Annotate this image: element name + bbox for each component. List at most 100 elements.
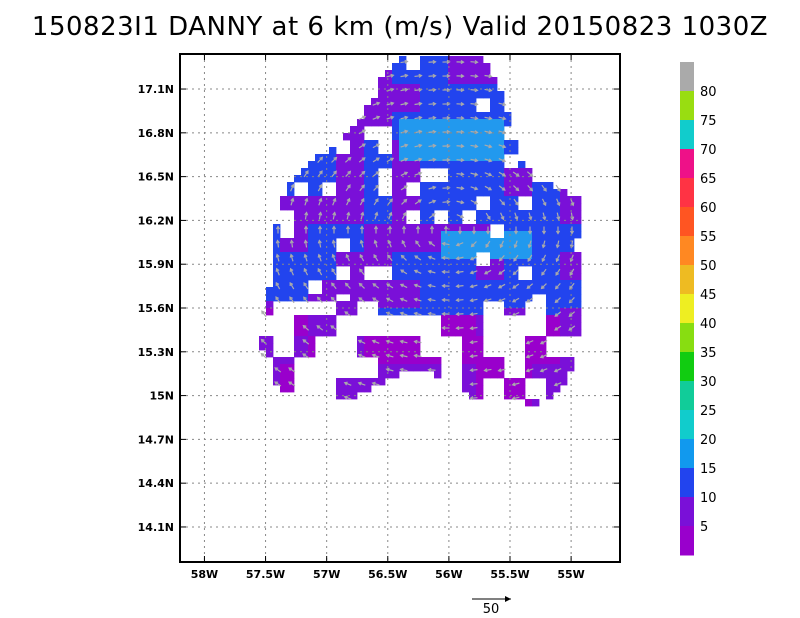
wind-vector (317, 156, 323, 164)
wind-speed-cell (553, 280, 561, 288)
wind-speed-cell (406, 175, 414, 183)
wind-speed-cell (455, 70, 463, 78)
wind-vector (428, 144, 436, 148)
wind-speed-cell (413, 273, 421, 281)
wind-speed-cell (476, 357, 484, 365)
wind-speed-cell (399, 175, 407, 183)
wind-vector (358, 382, 366, 386)
wind-speed-cell (546, 287, 554, 295)
wind-speed-cell (441, 266, 449, 274)
wind-speed-cell (553, 238, 561, 246)
wind-speed-cell (280, 273, 288, 281)
wind-speed-cell (427, 182, 435, 190)
wind-speed-cell (469, 385, 477, 393)
wind-speed-cell (406, 238, 414, 246)
wind-speed-cell (308, 343, 316, 351)
wind-speed-cell (413, 280, 421, 288)
wind-speed-cell (308, 322, 316, 330)
wind-speed-cell (315, 175, 323, 183)
wind-speed-cell (455, 287, 463, 295)
wind-speed-cell (455, 301, 463, 309)
wind-speed-cell (546, 301, 554, 309)
wind-vector (556, 198, 560, 206)
wind-vector-head (403, 198, 408, 203)
wind-speed-cell (441, 182, 449, 190)
wind-vector (428, 117, 436, 119)
wind-speed-cell (406, 343, 414, 351)
wind-vector-head (460, 73, 465, 79)
wind-speed-cell (469, 231, 477, 239)
y-tick-label: 15.3N (138, 346, 174, 359)
wind-vector (555, 268, 561, 276)
wind-speed-cell (406, 77, 414, 85)
wind-vector-head (403, 185, 408, 190)
wind-vector (498, 116, 506, 120)
wind-speed-cell (399, 77, 407, 85)
wind-speed-cell (427, 154, 435, 162)
wind-vector (290, 198, 294, 206)
wind-speed-cell (350, 385, 358, 393)
wind-speed-cell (448, 147, 456, 155)
wind-speed-cell (476, 301, 484, 309)
wind-speed-cell (280, 364, 288, 372)
wind-speed-cell (350, 147, 358, 155)
wind-vector-head (303, 239, 308, 244)
wind-speed-cell (273, 259, 281, 267)
wind-vector (274, 367, 282, 373)
wind-vector-head (441, 241, 446, 246)
wind-speed-cell (448, 238, 456, 246)
wind-speed-cell (553, 231, 561, 239)
wind-speed-cell (448, 301, 456, 309)
wind-vector-head (274, 367, 279, 371)
wind-vector-head (500, 216, 505, 221)
wind-vector (317, 184, 323, 192)
wind-speed-cell (350, 217, 358, 225)
wind-speed-cell (434, 301, 442, 309)
wind-vector (541, 283, 547, 289)
wind-speed-cell (483, 245, 491, 253)
wind-speed-cell (539, 217, 547, 225)
y-tick-label: 15.6N (138, 302, 174, 315)
colorbar-label: 25 (700, 404, 717, 419)
wind-vector (456, 200, 464, 204)
wind-vector-head (527, 230, 533, 235)
wind-speed-cell (413, 231, 421, 239)
wind-vector-head (401, 225, 407, 230)
wind-speed-cell (567, 210, 575, 218)
wind-speed-cell (455, 273, 463, 281)
colorbar-segment (680, 468, 694, 498)
wind-speed-cell (427, 147, 435, 155)
wind-speed-cell (560, 301, 568, 309)
wind-vector-head (414, 255, 419, 259)
wind-vector-head (347, 170, 352, 175)
wind-vector (527, 254, 533, 262)
wind-vector (332, 198, 336, 206)
wind-speed-cell (441, 203, 449, 211)
wind-speed-cell (497, 168, 505, 176)
wind-vector-head (569, 285, 573, 290)
wind-vector (556, 212, 560, 220)
wind-vector (330, 325, 338, 331)
wind-speed-cell (497, 133, 505, 141)
wind-speed-cell (476, 392, 484, 400)
wind-vector-head (541, 258, 546, 263)
wind-speed-cell (385, 70, 393, 78)
wind-speed-cell (553, 294, 561, 302)
wind-speed-cell (371, 154, 379, 162)
wind-vector-head (418, 171, 423, 176)
wind-speed-cell (350, 175, 358, 183)
wind-speed-cell (399, 84, 407, 92)
wind-speed-cell (413, 168, 421, 176)
wind-speed-cell (413, 133, 421, 141)
wind-speed-cell (504, 245, 512, 253)
wind-vector-head (275, 296, 280, 301)
wind-vector (555, 184, 561, 192)
colorbar-label: 15 (700, 462, 717, 477)
wind-speed-cell (343, 392, 351, 400)
wind-speed-cell (294, 273, 302, 281)
wind-speed-cell (469, 343, 477, 351)
wind-vector (414, 199, 422, 205)
wind-vector-head (460, 144, 465, 149)
wind-speed-cell (511, 231, 519, 239)
wind-speed-cell (343, 385, 351, 393)
